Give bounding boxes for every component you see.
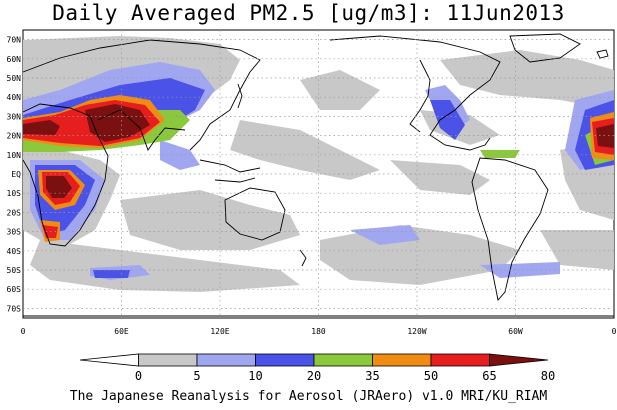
footer-credit: The Japanese Reanalysis for Aerosol (JRA… xyxy=(69,389,548,404)
colorbar-tick-label: 65 xyxy=(482,369,496,383)
lat-tick-label: 50N xyxy=(7,74,22,83)
lon-tick-label: 60E xyxy=(114,327,129,336)
coastlines xyxy=(22,33,614,317)
lat-tick-label: 60S xyxy=(7,285,22,294)
colorbar-tick-label: 10 xyxy=(248,369,262,383)
lon-tick-label: 120E xyxy=(210,327,229,336)
lat-tick-label: 60N xyxy=(7,55,22,64)
longitude-labels: 0 60E 120E 180 120W 60W 0 xyxy=(21,327,617,336)
lon-tick-label: 180 xyxy=(311,327,326,336)
lat-tick-label: 70S xyxy=(7,304,22,313)
colorbar-tick-label: 0 xyxy=(135,369,142,383)
colorbar-swatch xyxy=(313,353,373,367)
latitude-labels: 70N 60N 50N 40N 30N 20N 10N EQ 10S 20S 30S 40S 50S 60… xyxy=(7,36,22,314)
colorbar-swatch xyxy=(255,353,315,367)
colorbar-swatch xyxy=(79,353,139,367)
colorbar-swatch xyxy=(138,353,198,367)
colorbar-tick-label: 80 xyxy=(541,369,555,383)
colorbar-swatch xyxy=(372,353,432,367)
lat-tick-label: 20N xyxy=(7,132,22,141)
colorbar-tick-label: 50 xyxy=(424,369,438,383)
pm25-concentration-field xyxy=(23,36,614,292)
gridlines xyxy=(23,30,614,318)
colorbar-tick-label: 5 xyxy=(193,369,200,383)
lat-tick-label: 40N xyxy=(7,93,22,102)
colorbar-tick-label: 35 xyxy=(365,369,379,383)
colorbar-swatch xyxy=(196,353,256,367)
colorbar-tick-label: 20 xyxy=(307,369,321,383)
lat-tick-label: 10N xyxy=(7,151,22,160)
lat-tick-label: 10S xyxy=(7,189,22,198)
lat-tick-label: 20S xyxy=(7,208,22,217)
lat-tick-label: 50S xyxy=(7,266,22,275)
colorbar-legend: 0 5 10 20 35 50 65 80 xyxy=(79,353,555,383)
lat-tick-label: 30S xyxy=(7,228,22,237)
lon-tick-label: 0 xyxy=(21,327,26,336)
lon-tick-label: 60W xyxy=(508,327,523,336)
lon-tick-label: 0 xyxy=(612,327,617,336)
lat-tick-label: EQ xyxy=(11,170,21,179)
colorbar-swatch xyxy=(430,353,490,367)
lat-tick-label: 70N xyxy=(7,36,22,45)
lon-tick-label: 120W xyxy=(407,327,426,336)
lat-tick-label: 40S xyxy=(7,247,22,256)
colorbar-swatch xyxy=(489,353,549,367)
lat-tick-label: 30N xyxy=(7,112,22,121)
map-title: Daily Averaged PM2.5 [ug/m3]: 11Jun2013 xyxy=(52,1,565,25)
